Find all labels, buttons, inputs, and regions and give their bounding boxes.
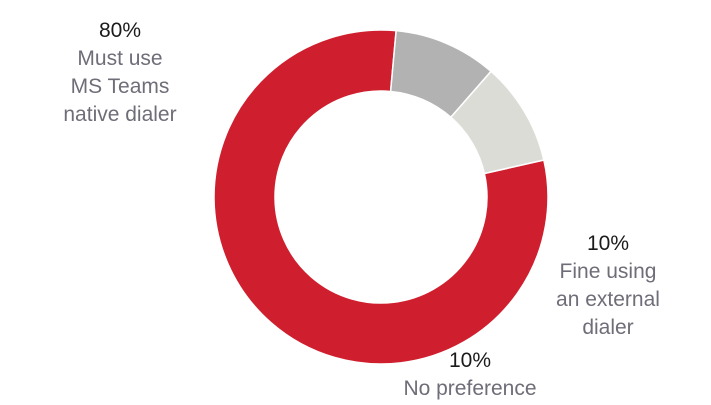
slice-percent: 80% <box>98 19 142 42</box>
slice-percent: 10% <box>586 232 630 255</box>
donut-slice-must-use-ms-teams <box>213 29 549 365</box>
slice-label-line: No preference <box>403 377 537 400</box>
slice-label-line: dialer <box>582 316 634 339</box>
slice-label-line: Fine using <box>559 260 657 283</box>
slice-label-no-preference: 10% No preference <box>385 347 555 403</box>
slice-label-line: native dialer <box>63 103 177 126</box>
slice-label-external-dialer: 10% Fine using an external dialer <box>523 230 693 342</box>
slice-label-line: Must use <box>77 47 163 70</box>
donut-slice-no-preference <box>449 70 545 175</box>
slice-label-must-use-ms-teams: 80% Must use MS Teams native dialer <box>40 17 200 129</box>
slice-label-line: MS Teams <box>70 75 170 98</box>
slice-percent: 10% <box>448 349 492 372</box>
slice-label-line: an external <box>556 288 660 311</box>
